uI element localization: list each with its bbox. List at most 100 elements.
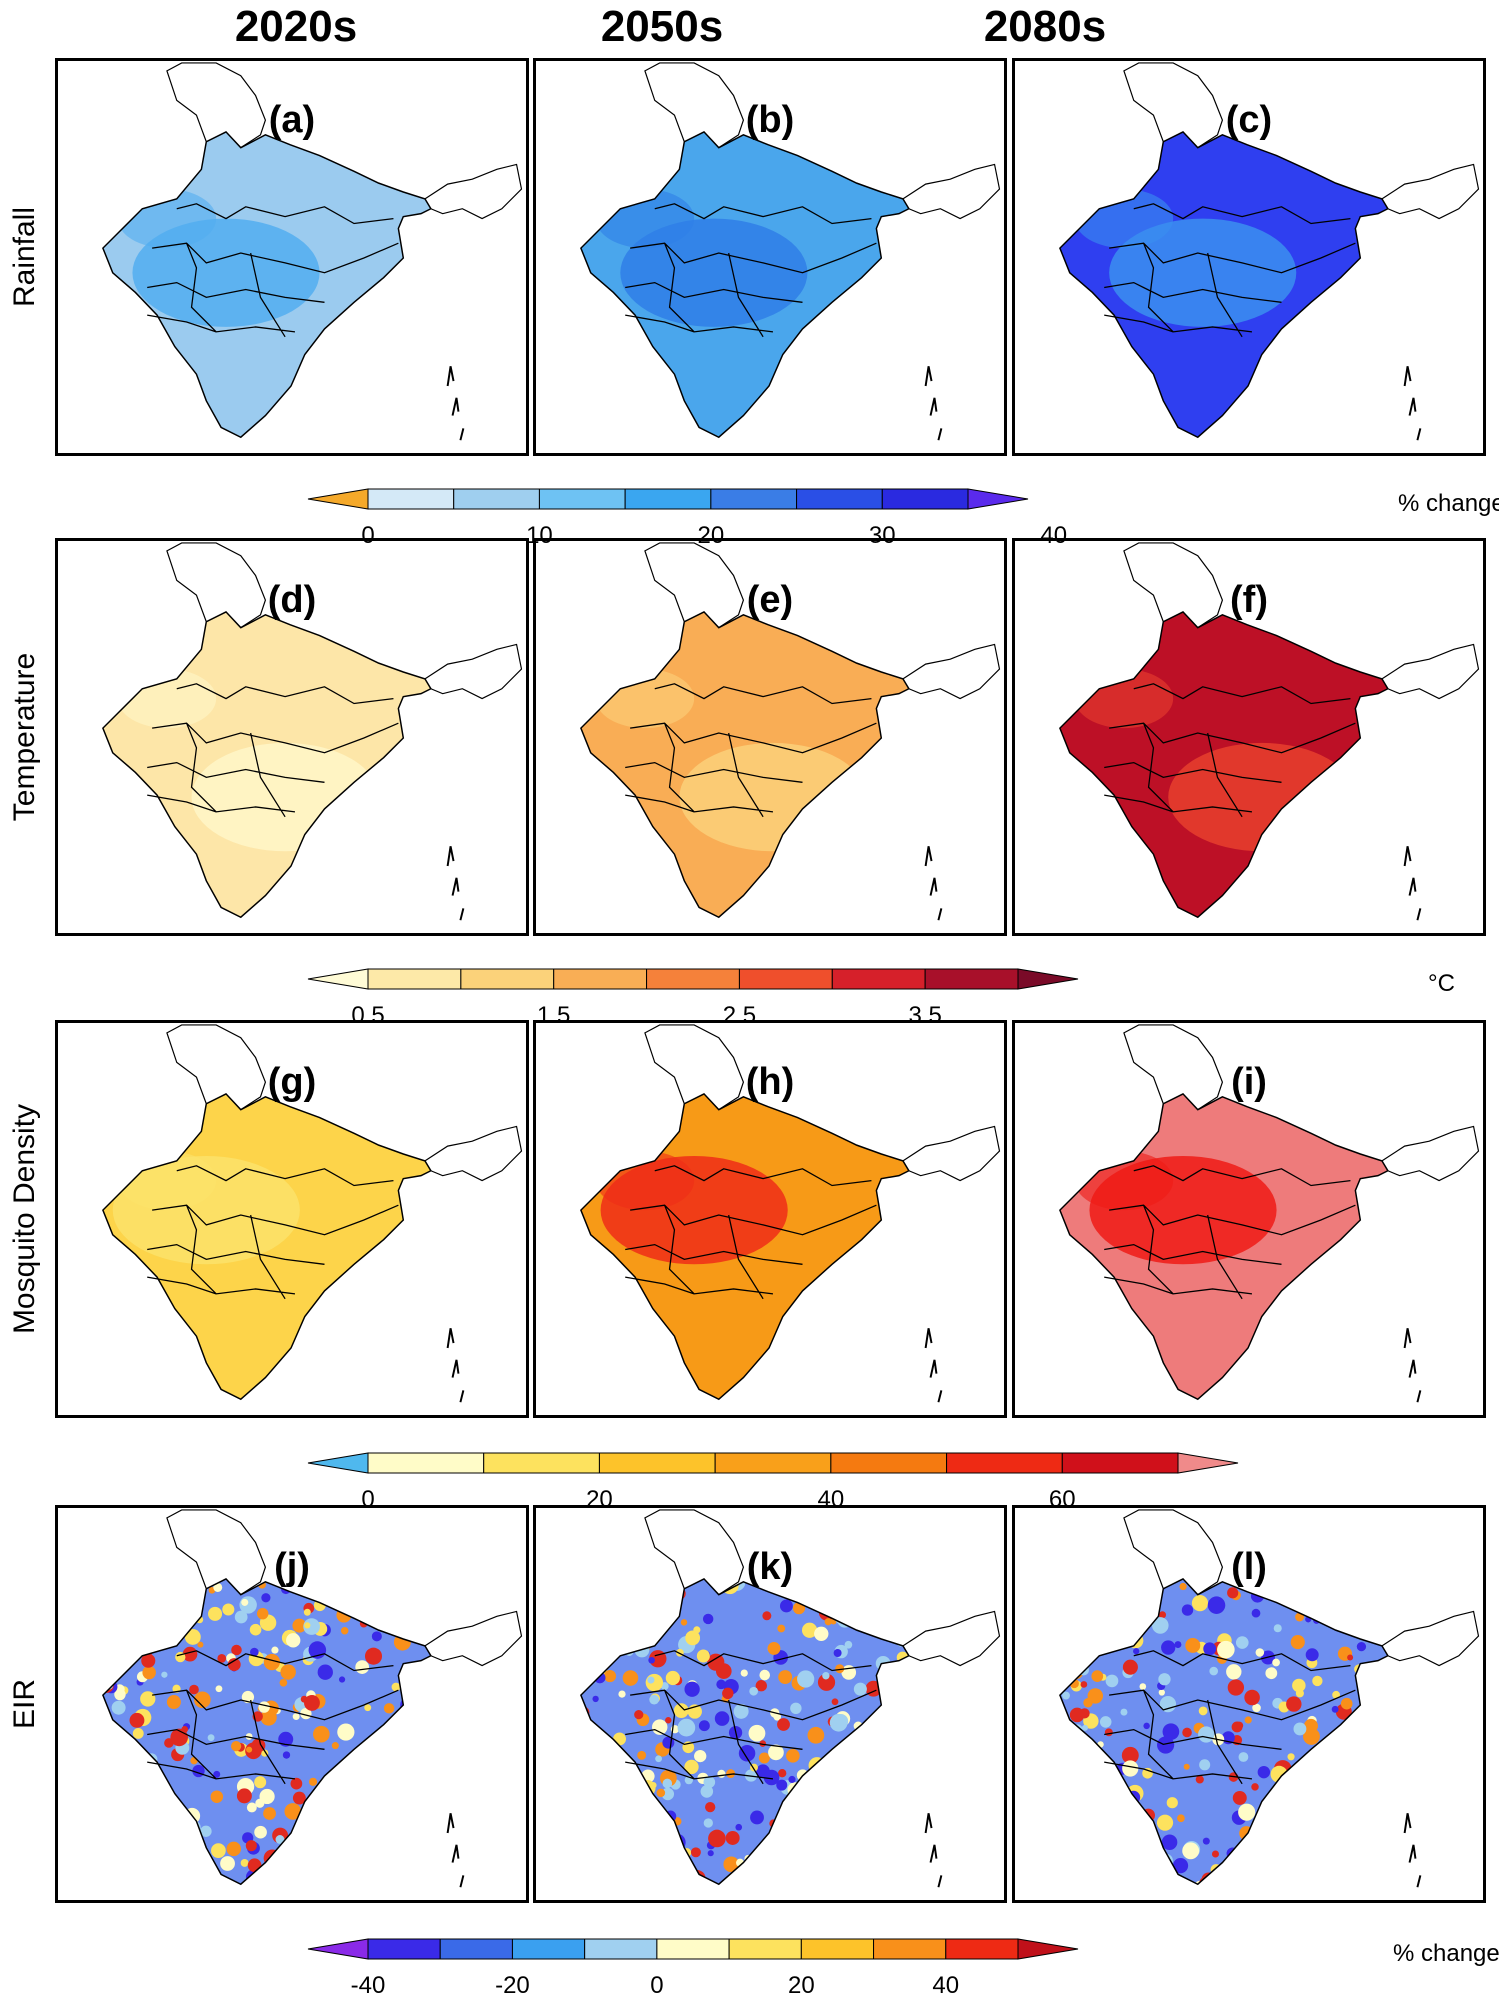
colorbar-tick: 20 xyxy=(697,522,725,549)
colorbar-under-arrow xyxy=(307,488,369,510)
row-label-temperature: Temperature xyxy=(8,652,41,822)
map-shading xyxy=(1074,189,1297,327)
country-border xyxy=(1059,131,1389,439)
colorbar-tick: 0 xyxy=(650,1972,664,1999)
india-map xyxy=(580,1024,1001,1403)
panel-label: (d) xyxy=(267,579,317,621)
country-border xyxy=(102,1093,432,1401)
colorbar-swatch xyxy=(714,1452,832,1474)
northern-border xyxy=(166,1509,267,1596)
northern-border xyxy=(1123,1509,1224,1596)
northern-border xyxy=(644,542,745,629)
islands xyxy=(1403,366,1422,441)
panel-label: (f) xyxy=(1230,579,1268,621)
india-map xyxy=(1059,542,1480,921)
column-title-2080s: 2080s xyxy=(983,2,1107,51)
colorbar-tick: 10 xyxy=(526,522,553,549)
islands xyxy=(924,1813,943,1888)
panel-label: (c) xyxy=(1225,99,1273,141)
colorbar-swatch xyxy=(367,488,455,510)
panel-label: (g) xyxy=(267,1061,317,1103)
colorbar-swatch xyxy=(728,1938,802,1960)
india-map xyxy=(580,542,1001,921)
panel-label: (a) xyxy=(268,99,316,141)
colorbar-swatch xyxy=(538,488,626,510)
colorbar-swatch xyxy=(483,1452,600,1474)
panel-label: (b) xyxy=(745,99,795,141)
map-panel-c: (c) xyxy=(1012,58,1486,456)
india-map xyxy=(102,1509,523,1888)
map-fill xyxy=(580,1578,909,1885)
colorbar-tick: 60 xyxy=(1048,1486,1076,1513)
colorbar-swatch xyxy=(598,1452,716,1474)
region-borders xyxy=(625,203,877,338)
column-title-2020s: 2020s xyxy=(234,2,358,51)
islands xyxy=(1403,1813,1422,1888)
northeast-border xyxy=(424,163,523,220)
islands xyxy=(446,366,465,441)
islands xyxy=(924,846,943,921)
region-borders xyxy=(147,1165,399,1300)
colorbar-tick: -40 xyxy=(350,1972,386,1999)
india-map xyxy=(580,1509,1001,1888)
region-borders xyxy=(147,683,399,818)
map-panel-a: (a) xyxy=(55,58,529,456)
northeast-border xyxy=(424,1610,523,1667)
country-border xyxy=(580,1093,910,1401)
map-shading xyxy=(595,1151,788,1265)
india-map xyxy=(102,1024,523,1403)
colorbar-over-arrow xyxy=(1177,1452,1239,1474)
colorbar-swatch xyxy=(873,1938,947,1960)
islands xyxy=(446,1328,465,1403)
northern-border xyxy=(644,1024,745,1111)
india-map xyxy=(102,62,523,441)
colorbar-unit: % change xyxy=(1393,1940,1499,1967)
panel-label: (e) xyxy=(746,579,794,621)
country-border xyxy=(580,611,910,919)
panel-label: (h) xyxy=(745,1061,795,1103)
colorbar-swatch xyxy=(367,968,462,990)
colorbar-swatch xyxy=(945,1938,1019,1960)
colorbar-swatch xyxy=(453,488,540,510)
colorbar-rainfall: 0 10 20 30 40 % change xyxy=(307,488,1499,558)
colorbar-tick: -20 xyxy=(495,1972,530,1999)
country-border xyxy=(102,131,432,439)
colorbar-swatches xyxy=(307,1938,1079,1960)
colorbar-tick: 20 xyxy=(586,1486,613,1513)
islands xyxy=(1403,846,1422,921)
colorbar-tick: 20 xyxy=(787,1972,815,1999)
colorbar-tick: 0 xyxy=(361,522,375,549)
northeast-border xyxy=(1381,643,1480,700)
colorbar-swatch xyxy=(881,488,969,510)
colorbar-swatch xyxy=(624,488,712,510)
region-borders xyxy=(1104,203,1356,338)
islands xyxy=(924,1328,943,1403)
map-panel-h: (h) xyxy=(533,1020,1007,1418)
colorbar-under-arrow xyxy=(307,1452,369,1474)
map-panel-i: (i) xyxy=(1012,1020,1486,1418)
map-panel-l: (l) xyxy=(1012,1505,1486,1903)
region-borders xyxy=(1104,683,1356,818)
colorbar-mosquito: 0 20 40 60 xyxy=(307,1452,1488,1522)
colorbar-tick: 1.5 xyxy=(537,1002,571,1029)
colorbar-swatch xyxy=(924,968,1019,990)
islands xyxy=(446,846,465,921)
map-panel-k: (k) xyxy=(533,1505,1007,1903)
northern-border xyxy=(1123,542,1224,629)
india-map xyxy=(102,542,523,921)
colorbar-swatch xyxy=(646,968,740,990)
panel-label: (j) xyxy=(274,1546,310,1588)
islands xyxy=(924,366,943,441)
country-border xyxy=(1059,1093,1389,1401)
islands xyxy=(1403,1328,1422,1403)
northern-border xyxy=(644,1509,745,1596)
northeast-border xyxy=(1381,163,1480,220)
colorbar-swatch xyxy=(553,968,648,990)
colorbar-swatch xyxy=(439,1938,513,1960)
map-panel-e: (e) xyxy=(533,538,1007,936)
colorbar-tick: 40 xyxy=(1040,522,1068,549)
column-title-2050s: 2050s xyxy=(600,2,724,51)
colorbar-tick: 0.5 xyxy=(351,1002,385,1029)
northeast-border xyxy=(1381,1610,1480,1667)
colorbar-swatch xyxy=(511,1938,586,1960)
